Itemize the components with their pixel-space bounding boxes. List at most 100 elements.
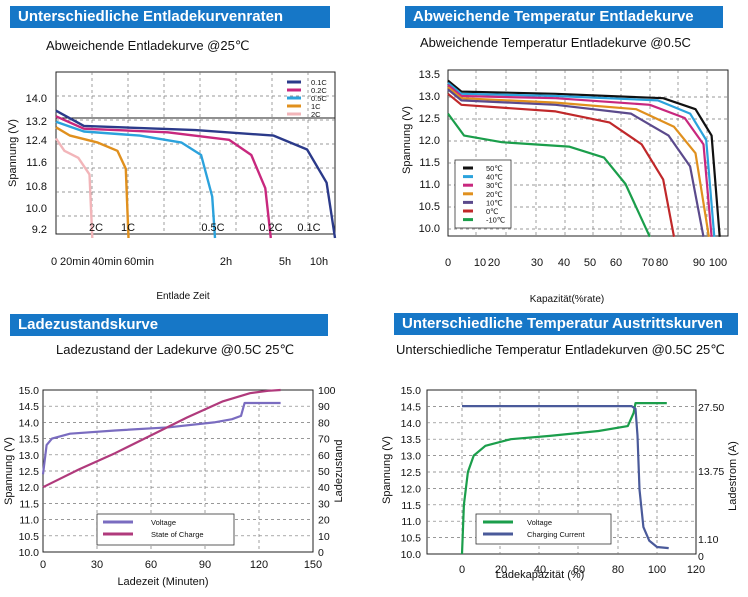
subtitle-temperature-discharge: Abweichende Temperatur Entladekurve @0.5…	[420, 35, 691, 50]
p2-legend-label-30: 30℃	[486, 181, 503, 190]
p1-series-0-2c	[55, 115, 272, 239]
p4-x-tick-label: 40	[534, 564, 546, 576]
p1-annotation-1c: 1C	[121, 222, 135, 234]
p2-series-40	[447, 81, 716, 237]
p2-x-tick-label: 0	[445, 257, 451, 269]
p2-legend-label-10: 10℃	[486, 198, 503, 207]
p2-y-tick-label: 10.0	[419, 223, 440, 235]
p4-y-tick-label: 10.5	[401, 533, 422, 545]
p4-x-tick-label: 60	[573, 564, 585, 576]
p1-x-tick-label: 20min	[60, 256, 90, 268]
p2-x-axis-label: Kapazität(%rate)	[530, 294, 604, 305]
p2-x-tick-label: 40	[558, 257, 570, 269]
p4-legend-label-voltage: Voltage	[527, 518, 552, 527]
p4-y2-tick-label: 1.10	[698, 534, 719, 546]
p3-legend-label-voltage: Voltage	[151, 518, 176, 527]
p2-y-tick-label: 10.5	[419, 201, 440, 213]
banner-temperature-exit: Unterschiedliche Temperatur Austrittskur…	[394, 313, 738, 335]
p2-plot-frame	[447, 69, 729, 237]
p1-y-tick-label: 12.4	[26, 135, 47, 147]
p3-x-tick-label: 0	[40, 559, 46, 571]
p3-y2-tick-label: 90	[318, 401, 330, 413]
p3-x-tick-label: 30	[91, 559, 103, 571]
p4-y-tick-label: 10.0	[401, 549, 422, 561]
p4-x-tick-label: 20	[495, 564, 507, 576]
p3-y-tick-label: 15.0	[19, 385, 40, 397]
p2-y-tick-label: 13.0	[419, 91, 440, 103]
p4-x-tick-label: 0	[459, 564, 465, 576]
p2-legend-label-20: 20℃	[486, 190, 503, 199]
p4-y-tick-label: 11.0	[401, 516, 421, 528]
p3-y-tick-label: 10.0	[19, 547, 40, 559]
p2-series-20	[447, 86, 710, 237]
p2-legend-label-40: 40℃	[486, 173, 503, 182]
p2-x-tick-label: 30	[531, 257, 543, 269]
p3-x-tick-label: 150	[304, 559, 322, 571]
p4-x-axis-label: Ladekapazität (%)	[496, 569, 585, 581]
p1-x-tick-label: 60min	[124, 256, 154, 268]
p3-y2-tick-label: 60	[318, 450, 330, 462]
p3-y2-tick-label: 100	[318, 385, 336, 397]
p3-y-tick-label: 13.5	[19, 434, 40, 446]
p4-x-tick-label: 80	[612, 564, 624, 576]
p3-series-voltage	[41, 401, 281, 475]
banner-state-of-charge: Ladezustandskurve	[10, 314, 328, 336]
p2-series-0	[447, 92, 676, 238]
p2-x-tick-label: 80	[656, 257, 668, 269]
p2-x-tick-label: 100	[709, 257, 727, 269]
p4-y-tick-label: 14.5	[401, 401, 422, 413]
p4-legend-box	[475, 513, 612, 545]
p3-y2-tick-label: 80	[318, 417, 330, 429]
p4-x-tick-label: 120	[687, 564, 705, 576]
p3-x-tick-label: 60	[145, 559, 157, 571]
p1-y-tick-label: 9.2	[32, 224, 47, 236]
p3-y2-tick-label: 30	[318, 498, 330, 510]
p1-y-tick-label: 11.6	[26, 157, 47, 169]
p2-x-tick-label: 70	[642, 257, 654, 269]
p2-y-tick-label: 13.5	[419, 69, 440, 81]
p3-y-tick-label: 11.5	[19, 498, 39, 510]
p2-y-tick-label: 12.0	[419, 135, 440, 147]
p4-y2-axis-label: Ladestrom (A)	[727, 441, 739, 511]
banner-temperature-discharge: Abweichende Temperatur Entladekurve	[405, 6, 723, 28]
p1-y-axis-label: Spannung (V)	[7, 119, 19, 187]
p3-legend-label-state-of-charge: State of Charge	[151, 530, 204, 539]
p2-x-tick-label: 90	[693, 257, 705, 269]
p3-x-tick-label: 90	[199, 559, 211, 571]
p1-x-axis-label: Entlade Zeit	[156, 291, 210, 302]
p2-x-tick-label: 20	[488, 257, 500, 269]
p1-legend-label-2c: 2C	[311, 110, 321, 119]
p1-legend-label-1c: 1C	[311, 102, 321, 111]
p3-x-axis-label: Ladezeit (Minuten)	[117, 576, 208, 588]
p4-y-tick-label: 12.5	[401, 467, 422, 479]
p3-y2-axis-label: Ladezustand	[333, 440, 345, 503]
p1-plot-frame	[55, 71, 336, 235]
p2-series-10	[447, 112, 651, 238]
p4-legend-label-charging-current: Charging Current	[527, 530, 585, 539]
p4-series-voltage	[460, 402, 667, 555]
p4-y-tick-label: 15.0	[401, 385, 422, 397]
p1-y-tick-label: 10.8	[26, 181, 47, 193]
p1-annotation-0-5c: 0.5C	[201, 222, 224, 234]
p3-y-tick-label: 11.0	[19, 515, 39, 527]
p1-legend-label-0-2c: 0.2C	[311, 86, 327, 95]
p3-y2-tick-label: 10	[318, 531, 330, 543]
p1-x-tick-label: 2h	[220, 256, 232, 268]
p1-annotation-0-1c: 0.1C	[297, 222, 320, 234]
p1-x-tick-label: 5h	[279, 256, 291, 268]
p1-legend-label-0-1c: 0.1C	[311, 78, 327, 87]
p2-legend-label-0: 0℃	[486, 207, 499, 216]
p3-y2-tick-label: 50	[318, 466, 330, 478]
p1-annotation-0-2c: 0.2C	[259, 222, 282, 234]
p2-y-axis-label: Spannung (V)	[401, 106, 413, 174]
p3-y-tick-label: 10.5	[19, 531, 40, 543]
p2-series-10	[447, 88, 705, 238]
p3-y-tick-label: 12.5	[19, 466, 40, 478]
p4-y-tick-label: 12.0	[401, 483, 422, 495]
subtitle-state-of-charge: Ladezustand der Ladekurve @0.5C 25℃	[56, 342, 295, 357]
p2-legend-label-50: 50℃	[486, 164, 503, 173]
p3-x-tick-label: 120	[250, 559, 268, 571]
p4-y2-tick-label: 13.75	[698, 466, 724, 478]
p1-annotation-2c: 2C	[89, 222, 103, 234]
